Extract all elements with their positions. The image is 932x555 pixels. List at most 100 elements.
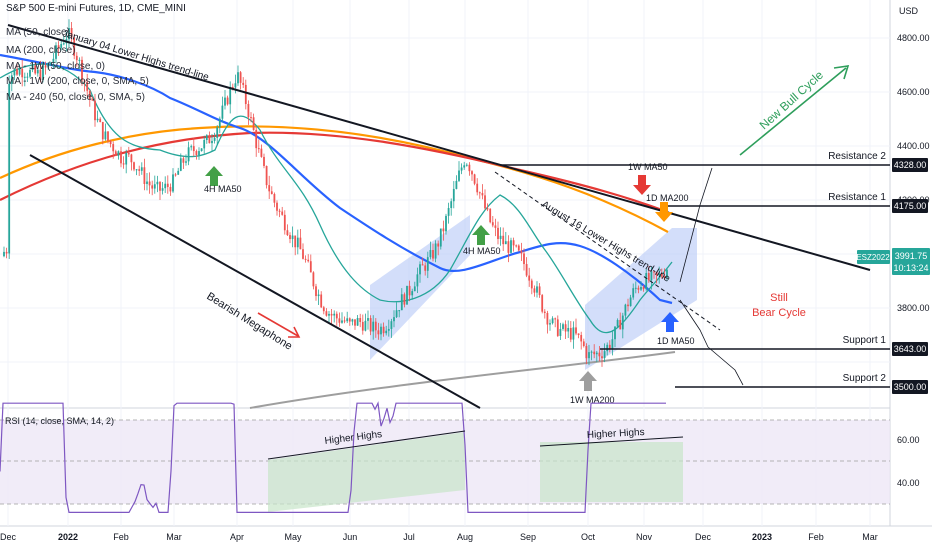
- rsi-tick-40: 40.00: [897, 478, 920, 488]
- trendline-aug16: [494, 171, 721, 331]
- candle-body: [616, 320, 619, 327]
- symbol-badge-text: ESZ2022: [856, 253, 890, 262]
- candle-body: [135, 169, 138, 171]
- megaphone-arrowhead: [288, 326, 301, 338]
- candle-body: [538, 286, 541, 296]
- candle-body: [510, 240, 512, 253]
- candle-body: [244, 84, 247, 105]
- candle-body: [523, 253, 525, 265]
- candle-body: [569, 327, 572, 340]
- rsi-trendline-2: [539, 436, 684, 447]
- candle-body: [205, 135, 208, 140]
- time-tick-label: Sep: [520, 532, 536, 542]
- candle-body: [614, 326, 616, 340]
- candle-body: [481, 193, 484, 196]
- level-name-support-1: Support 1: [843, 335, 887, 346]
- candle-body: [91, 99, 94, 101]
- candle-body: [52, 58, 55, 63]
- candle-body: [369, 318, 372, 332]
- candle-body: [637, 287, 640, 290]
- candle-body: [608, 344, 611, 349]
- candle-body: [497, 227, 499, 239]
- candle-body: [541, 295, 544, 312]
- candle-body: [88, 90, 91, 100]
- ascending-channel-summer: [370, 215, 470, 360]
- candle-body: [200, 148, 203, 152]
- time-axis[interactable]: Dec 2022 Feb Mar Apr May Jun Jul Aug Sep Oct Nov Dec…: [0, 532, 878, 542]
- candle-body: [283, 214, 286, 231]
- candle-body: [478, 192, 481, 194]
- bull-projection: [679, 167, 713, 283]
- candle-body: [491, 222, 494, 226]
- candle-body: [286, 230, 289, 236]
- candle-body: [577, 333, 580, 335]
- candle-body: [3, 251, 5, 257]
- candle-body: [530, 280, 533, 289]
- candle-body: [640, 287, 642, 290]
- candle-body: [29, 69, 31, 77]
- indicator-ma50-weekly[interactable]: MA - 1W (50, close, 0): [6, 61, 105, 72]
- candle-body: [361, 321, 364, 331]
- label-1w-ma50: 1W MA50: [628, 162, 668, 172]
- candle-body: [216, 127, 219, 138]
- candle-body: [143, 167, 146, 184]
- badge-support-1: [892, 342, 928, 356]
- candle-body: [260, 148, 263, 157]
- time-tick-label: Feb: [808, 532, 824, 542]
- indicator-ma200-weekly[interactable]: MA - 1W (200, close, 0, SMA, 5): [6, 76, 149, 87]
- candle-body: [62, 43, 65, 45]
- candle-body: [645, 273, 648, 290]
- rsi-indicator: Higher Highs Higher Highs RSI (14, close…: [0, 401, 920, 513]
- candle-body: [411, 291, 414, 296]
- candle-body: [606, 344, 609, 352]
- candle-body: [86, 82, 89, 91]
- candle-body: [268, 185, 271, 192]
- candle-body: [395, 310, 398, 318]
- candle-body: [398, 310, 401, 312]
- candle-body: [512, 240, 515, 246]
- candle-body: [367, 318, 369, 321]
- symbol-title[interactable]: S&P 500 E-mini Futures, 1D, CME_MINI: [6, 3, 186, 14]
- bear-cycle-label-2: Bear Cycle: [752, 307, 806, 319]
- candle-body: [364, 320, 367, 331]
- candle-body: [317, 294, 320, 297]
- ma50-weekly-line: [0, 125, 669, 233]
- time-tick-label: Apr: [230, 532, 244, 542]
- time-tick-label: Jun: [343, 532, 358, 542]
- candle-body: [502, 235, 505, 245]
- candle-body: [104, 131, 107, 140]
- currency-label: USD: [899, 6, 919, 16]
- rsi-highlight-1: [268, 432, 465, 512]
- candle-body: [133, 162, 135, 170]
- candle-body: [601, 356, 603, 359]
- candle-body: [455, 180, 458, 189]
- megaphone-arrow: [257, 312, 299, 337]
- time-tick-label: Mar: [862, 532, 878, 542]
- candle-body: [421, 264, 424, 266]
- candle-body: [112, 144, 115, 152]
- candle-body: [13, 69, 16, 76]
- candle-body: [221, 105, 224, 119]
- candle-body: [663, 276, 666, 278]
- time-tick-label: Jul: [403, 532, 415, 542]
- badge-support-2: [892, 380, 928, 394]
- candle-body: [198, 151, 200, 156]
- candle-body: [507, 241, 510, 253]
- indicator-ma50[interactable]: MA (50, close): [6, 27, 70, 38]
- candle-body: [109, 140, 112, 145]
- candle-body: [224, 97, 226, 106]
- indicator-ma50-4h[interactable]: MA - 240 (50, close, 0, SMA, 5): [6, 92, 145, 103]
- candle-body: [195, 151, 198, 156]
- higher-highs-label-2: Higher Highs: [587, 427, 645, 441]
- candle-body: [517, 245, 520, 251]
- candle-body: [294, 235, 297, 248]
- candle-body: [273, 194, 276, 203]
- candle-body: [499, 235, 502, 239]
- candle-body: [60, 44, 63, 48]
- indicator-ma200[interactable]: MA (200, close): [6, 45, 76, 56]
- candle-body: [595, 352, 598, 355]
- price-tick-label: 3800.00: [897, 303, 930, 313]
- trendline-jan04: [7, 24, 871, 271]
